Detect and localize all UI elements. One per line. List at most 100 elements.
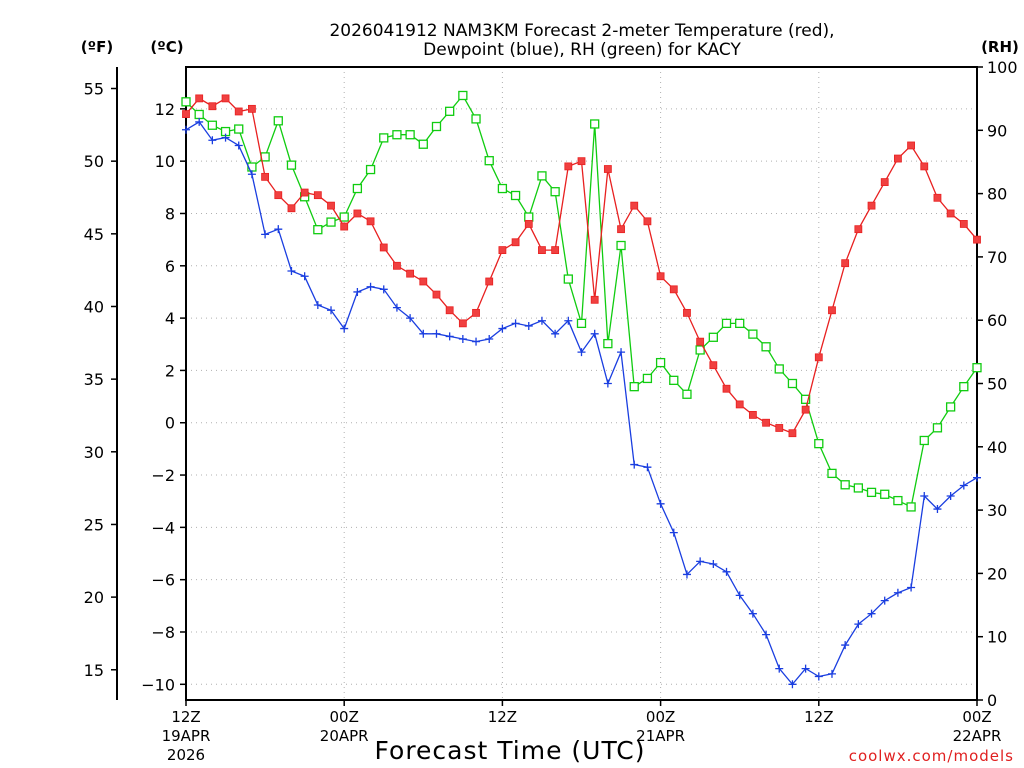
dewpoint-data-point [880,596,889,605]
celsius-unit-label: (ºC) [150,38,183,56]
rh-data-point [787,378,798,389]
dewpoint-data-point [577,348,586,357]
rh-tick-label: 20 [987,564,1007,583]
dewpoint-data-point [234,141,243,150]
temperature-data-point [577,157,586,166]
dewpoint-data-point [590,329,599,338]
time-tick-date-label: 22APR [953,727,1002,745]
dewpoint-data-point [445,332,454,341]
celsius-tick-label: 2 [165,361,175,380]
dewpoint-data-point [959,481,968,490]
fahrenheit-tick-label: 50 [84,152,104,171]
time-tick-hour-label: 12Z [804,708,833,726]
dewpoint-data-point [748,609,757,618]
rh-data-point [313,225,323,235]
temperature-data-point [445,306,454,315]
celsius-tick-label: 12 [155,100,175,119]
celsius-tick-label: −10 [141,675,175,694]
dewpoint-data-point [511,319,520,328]
rh-tick-label: 40 [987,438,1007,457]
temperature-data-point [946,209,955,218]
temperature-data-point [564,162,573,171]
temperature-data-point [393,261,401,270]
temperature-data-point [208,102,217,111]
temperature-data-point [683,308,691,317]
rh-data-point [972,363,982,373]
temperature-data-point [248,104,256,113]
dewpoint-data-point [722,567,731,576]
dewpoint-data-point [458,335,467,344]
rh-data-point [669,375,679,385]
dewpoint-data-point [827,669,836,678]
temperature-data-point [182,110,190,118]
dewpoint-data-point [788,680,797,689]
time-tick-date-label: 20APR [320,727,369,745]
fahrenheit-tick-label: 30 [84,443,104,462]
temperature-data-point [814,353,823,362]
temperature-data-point [261,172,270,181]
rh-data-point [906,502,916,512]
rh-data-point [418,139,428,149]
dewpoint-data-point [392,303,401,312]
rh-data-point [431,121,442,132]
time-tick-date-label: 19APR [162,727,211,745]
time-tick-year-label: 2026 [167,746,205,764]
rh-data-point [510,190,521,201]
temperature-data-point [867,201,876,210]
rh-tick-label: 80 [987,185,1007,204]
celsius-tick-label: −2 [151,466,175,485]
rh-data-point [273,116,283,126]
rh-data-point [603,338,613,349]
temperature-data-point [274,191,283,200]
temperature-data-point [669,285,678,294]
dewpoint-data-point [630,460,639,469]
dewpoint-data-point [537,316,546,325]
celsius-axis: 12 10 8 6 4 2 0 −2 −4 −6 −8 −10 [141,100,186,694]
dewpoint-data-point [340,324,349,333]
rh-data-point [286,160,297,170]
dewpoint-data-point [656,499,665,508]
rh-data-point [326,217,336,227]
temperature-data-point [327,201,335,210]
rh-data-point [959,382,969,392]
fahrenheit-tick-label: 55 [84,80,104,99]
temperature-data-point [775,424,784,432]
temperature-data-point [419,277,428,286]
dewpoint-data-point [603,379,612,388]
temperature-data-point [828,306,836,315]
rh-data-point [405,130,415,140]
rh-data-point [800,394,811,404]
dewpoint-data-point [208,136,217,145]
dewpoint-data-point [247,170,256,179]
temperature-data-point [353,209,362,218]
chart-title-line2: Dewpoint (blue), RH (green) for KACY [423,40,741,60]
rh-data-point [379,133,389,143]
rh-data-point [866,487,877,498]
fahrenheit-tick-label: 45 [84,225,104,244]
time-tick-hour-label: 12Z [488,708,517,726]
credit-link[interactable]: coolwx.com/models [849,747,1014,765]
rh-data-point [932,423,943,433]
dewpoint-data-point [682,570,691,579]
rh-data-point [919,435,929,446]
rh-data-point [352,183,363,194]
temperature-data-point [643,217,652,226]
rh-data-point [484,156,494,166]
rh-data-point [893,495,903,506]
rh-data-point [392,130,402,140]
dewpoint-data-point [524,321,533,330]
temperature-data-point [221,94,230,103]
rh-unit-label: (RH) [981,38,1019,56]
temperature-data-point [590,295,599,304]
celsius-tick-label: 0 [165,414,175,433]
rh-data-point [761,342,771,352]
temperature-data-point [933,193,942,202]
rh-tick-label: 70 [987,248,1007,267]
temperature-data-point [603,165,612,173]
rh-data-point [682,389,692,399]
dewpoint-data-point [920,491,929,500]
temperature-data-point [762,418,770,427]
rh-data-point [458,90,468,101]
temperature-data-point [696,337,705,346]
